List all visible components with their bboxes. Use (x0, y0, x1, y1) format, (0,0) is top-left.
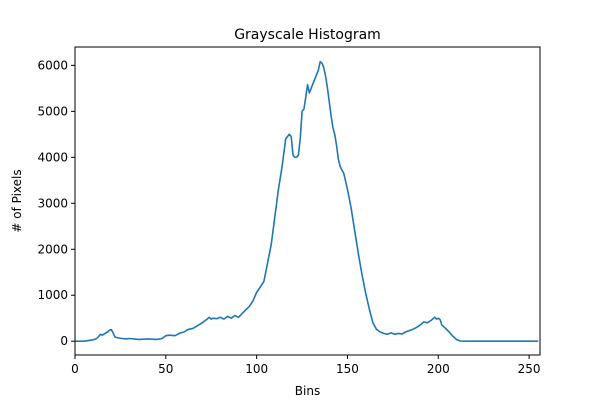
x-tick-label: 150 (336, 362, 359, 376)
x-tick-label: 200 (427, 362, 450, 376)
y-tick-label: 1000 (37, 288, 68, 302)
x-tick-label: 250 (518, 362, 541, 376)
y-tick-label: 5000 (37, 104, 68, 118)
y-tick-label: 6000 (37, 58, 68, 72)
x-tick-label: 100 (245, 362, 268, 376)
x-tick-label: 0 (71, 362, 79, 376)
plot-area (75, 60, 539, 343)
x-axis-label: Bins (295, 384, 320, 398)
chart-title: Grayscale Histogram (234, 27, 381, 43)
axis-ticks: 0 50 100 150 200 250 0 1000 2000 3000 4000 5000 6000 (37, 58, 540, 376)
histogram-series-line (75, 60, 539, 343)
y-tick-label: 3000 (37, 196, 68, 210)
y-axis-label: # of Pixels (10, 169, 24, 232)
axes-frame (74, 46, 541, 356)
x-tick-label: 50 (158, 362, 173, 376)
y-tick-label: 4000 (37, 150, 68, 164)
y-tick-label: 0 (60, 334, 68, 348)
y-tick-label: 2000 (37, 242, 68, 256)
